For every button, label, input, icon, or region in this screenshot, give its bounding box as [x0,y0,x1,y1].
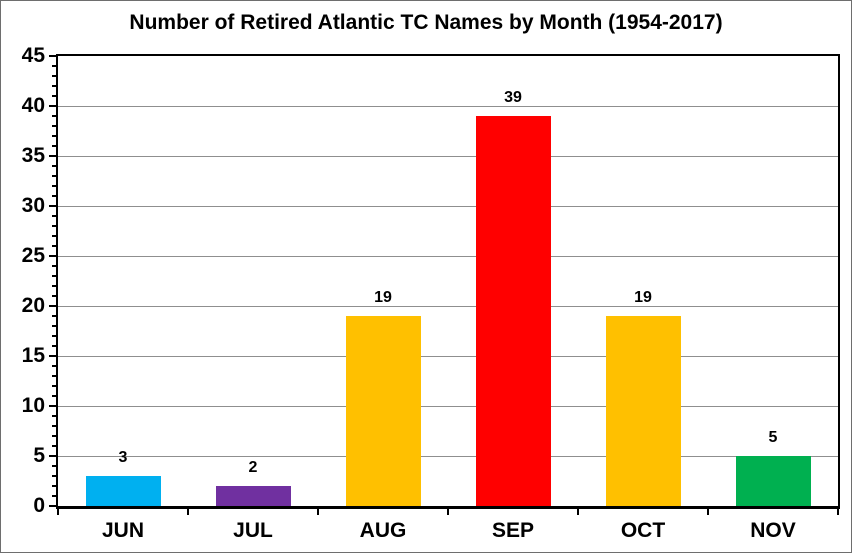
y-axis-minor-tick [52,435,57,437]
bar-value-label: 3 [118,449,128,466]
y-gridline [58,306,838,307]
y-axis-minor-tick [52,75,57,77]
y-axis-minor-tick [52,425,57,427]
bar [85,476,161,506]
x-axis-label: OCT [620,519,666,542]
x-axis-label: JUN [101,519,144,542]
y-axis-label: 0 [33,494,45,517]
y-axis-label: 45 [21,44,45,67]
y-axis-major-tick [49,305,57,307]
y-axis-minor-tick [52,275,57,277]
y-axis-major-tick [49,405,57,407]
y-axis-minor-tick [52,345,57,347]
y-axis-label: 25 [21,244,45,267]
y-axis-minor-tick [52,235,57,237]
y-axis-label: 15 [21,344,45,367]
y-axis-major-tick [49,205,57,207]
y-axis-minor-tick [52,415,57,417]
x-axis-tick [57,507,59,515]
x-axis-label: JUL [233,519,273,542]
y-axis-label: 30 [21,194,45,217]
bar-value-label: 5 [768,429,778,446]
y-axis-minor-tick [52,145,57,147]
y-gridline [58,106,838,107]
y-axis-minor-tick [52,475,57,477]
bar-value-label: 39 [504,89,522,106]
y-axis-label: 35 [21,144,45,167]
bar [735,456,811,506]
y-axis-minor-tick [52,165,57,167]
y-axis-label: 20 [21,294,45,317]
y-axis-major-tick [49,155,57,157]
x-axis-label: NOV [750,519,796,542]
y-axis-minor-tick [52,465,57,467]
x-axis-tick [577,507,579,515]
y-axis-minor-tick [52,245,57,247]
chart-title: Number of Retired Atlantic TC Names by M… [129,11,723,34]
y-axis-major-tick [49,105,57,107]
y-gridline [58,156,838,157]
x-axis-label: AUG [359,519,407,542]
x-axis-tick [837,507,839,515]
y-gridline [58,406,838,407]
y-axis-minor-tick [52,295,57,297]
y-axis-label: 10 [21,394,45,417]
y-axis-minor-tick [52,185,57,187]
x-axis-label: SEP [491,519,535,542]
y-axis-minor-tick [52,195,57,197]
y-axis-minor-tick [52,225,57,227]
x-axis-tick [707,507,709,515]
y-axis-major-tick [49,255,57,257]
bar [605,316,681,506]
y-axis-major-tick [49,455,57,457]
x-axis-tick [317,507,319,515]
bar-value-label: 19 [634,289,652,306]
bar [215,486,291,506]
bar [475,116,551,506]
y-gridline [58,206,838,207]
y-axis-minor-tick [52,95,57,97]
y-gridline [58,256,838,257]
y-axis-minor-tick [52,315,57,317]
y-axis-minor-tick [52,175,57,177]
bar [345,316,421,506]
y-axis-minor-tick [52,115,57,117]
bar-value-label: 19 [374,289,392,306]
y-axis-minor-tick [52,495,57,497]
bar-value-label: 2 [248,459,258,476]
y-axis-label: 40 [21,94,45,117]
y-axis-minor-tick [52,385,57,387]
y-axis-minor-tick [52,445,57,447]
y-axis-minor-tick [52,215,57,217]
y-axis-label: 5 [33,444,45,467]
y-axis-minor-tick [52,325,57,327]
y-axis-minor-tick [52,485,57,487]
x-axis-tick [187,507,189,515]
y-axis-minor-tick [52,365,57,367]
y-axis-major-tick [49,355,57,357]
x-axis-tick [447,507,449,515]
y-axis-minor-tick [52,395,57,397]
y-axis-minor-tick [52,375,57,377]
y-axis-minor-tick [52,85,57,87]
y-axis-minor-tick [52,125,57,127]
y-axis-major-tick [49,55,57,57]
y-gridline [58,456,838,457]
y-axis-minor-tick [52,335,57,337]
y-axis-minor-tick [52,65,57,67]
y-axis-minor-tick [52,265,57,267]
y-axis-minor-tick [52,285,57,287]
y-gridline [58,356,838,357]
y-axis-minor-tick [52,135,57,137]
y-axis-major-tick [49,505,57,507]
